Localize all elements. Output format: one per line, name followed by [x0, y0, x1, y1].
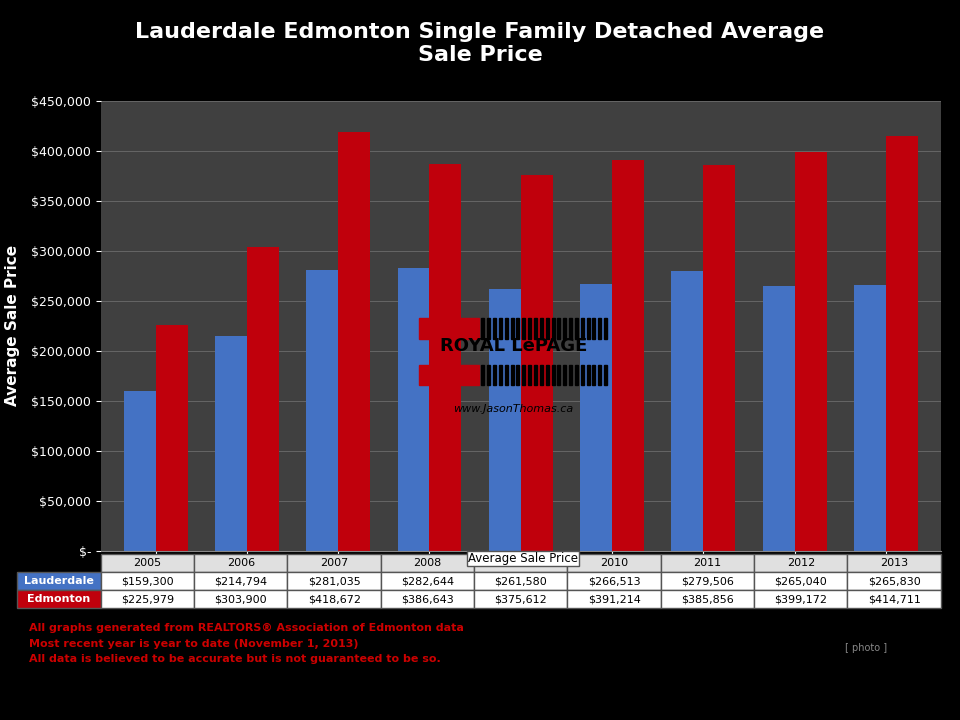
Bar — [569, 318, 572, 338]
Bar — [545, 364, 549, 385]
Bar — [522, 318, 525, 338]
Bar — [540, 318, 542, 338]
Text: All data is believed to be accurate but is not guaranteed to be so.: All data is believed to be accurate but … — [29, 654, 441, 665]
Bar — [534, 364, 537, 385]
Bar — [528, 364, 531, 385]
Bar — [886, 136, 918, 551]
Bar — [489, 289, 521, 551]
Bar — [522, 364, 525, 385]
Text: All graphs generated from REALTORS® Association of Edmonton data: All graphs generated from REALTORS® Asso… — [29, 623, 464, 633]
Bar — [511, 364, 514, 385]
Bar — [306, 270, 338, 551]
Bar — [587, 318, 589, 338]
Bar — [580, 284, 612, 551]
Bar — [540, 364, 542, 385]
Bar — [516, 318, 519, 338]
Bar — [795, 152, 827, 551]
Bar — [156, 325, 187, 551]
Bar — [397, 268, 429, 551]
Text: www.JasonThomas.ca: www.JasonThomas.ca — [453, 404, 574, 414]
Bar — [581, 364, 584, 385]
Bar — [564, 318, 566, 338]
Bar — [247, 247, 278, 551]
Bar — [581, 318, 584, 338]
Bar — [505, 318, 508, 338]
Bar — [338, 132, 371, 551]
Bar — [528, 318, 531, 338]
Bar — [587, 364, 589, 385]
Bar — [521, 175, 553, 551]
Text: Lauderdale Edmonton Single Family Detached Average
Sale Price: Lauderdale Edmonton Single Family Detach… — [135, 22, 825, 65]
Bar — [558, 318, 561, 338]
Bar — [493, 364, 496, 385]
Bar — [499, 318, 502, 338]
Bar — [598, 364, 601, 385]
Bar — [516, 364, 519, 385]
Bar — [545, 318, 549, 338]
Bar — [534, 318, 537, 338]
Bar — [592, 318, 595, 338]
Bar — [575, 318, 578, 338]
Bar — [505, 364, 508, 385]
Bar — [419, 318, 479, 338]
Bar — [564, 364, 566, 385]
Bar — [763, 286, 795, 551]
Bar — [598, 318, 601, 338]
Bar — [558, 364, 561, 385]
Bar — [704, 165, 735, 551]
Bar — [569, 364, 572, 385]
Bar — [487, 318, 491, 338]
Bar — [493, 318, 496, 338]
Text: Most recent year is year to date (November 1, 2013): Most recent year is year to date (Novemb… — [29, 639, 358, 649]
Bar — [604, 364, 607, 385]
Bar — [604, 318, 607, 338]
Bar — [429, 164, 462, 551]
Bar — [481, 364, 485, 385]
Text: Average Sale Price: Average Sale Price — [468, 552, 578, 565]
Bar — [499, 364, 502, 385]
Bar — [551, 364, 555, 385]
X-axis label: Average Sale Price: Average Sale Price — [456, 580, 586, 594]
Bar — [854, 285, 886, 551]
Text: [ photo ]: [ photo ] — [846, 643, 887, 653]
Text: ROYAL LePAGE: ROYAL LePAGE — [440, 338, 588, 356]
Bar — [511, 318, 514, 338]
Bar — [419, 364, 479, 385]
Bar — [124, 392, 156, 551]
Bar — [671, 271, 704, 551]
Bar — [487, 364, 491, 385]
Bar — [551, 318, 555, 338]
Bar — [481, 318, 485, 338]
Bar — [612, 160, 644, 551]
Bar — [215, 336, 247, 551]
Y-axis label: Average Sale Price: Average Sale Price — [5, 246, 20, 406]
Bar — [592, 364, 595, 385]
Bar — [575, 364, 578, 385]
